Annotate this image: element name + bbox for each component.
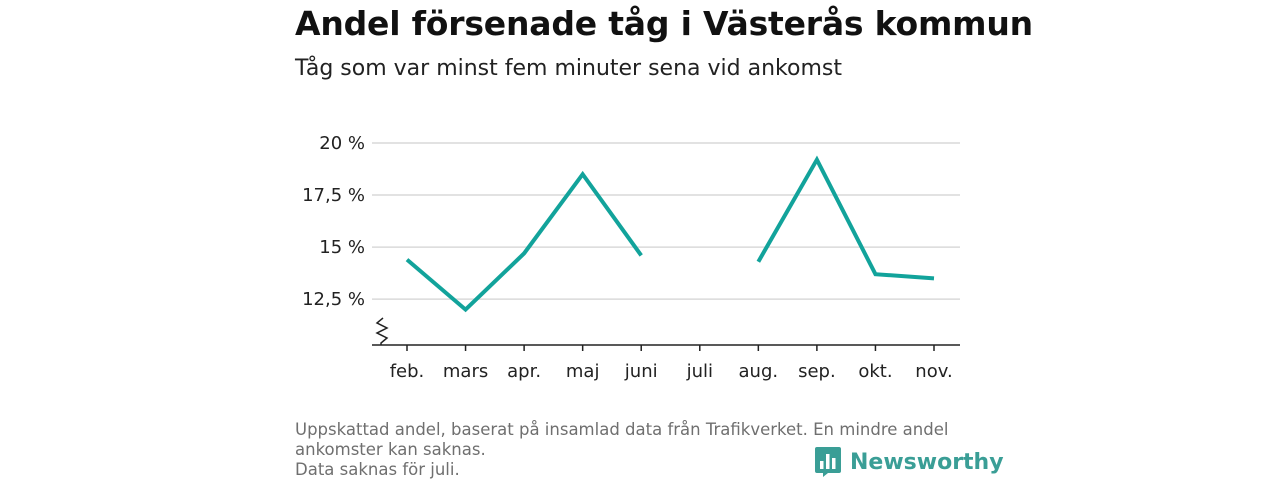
x-tick-label: apr. <box>507 361 541 382</box>
series-line-segment <box>405 170 643 313</box>
footnote: Uppskattad andel, baserat på insamlad da… <box>295 420 985 480</box>
x-tick-label: juni <box>624 361 658 382</box>
x-axis-ticks: feb. mars apr. maj juni juli aug. sep. okt. nov. <box>390 345 953 382</box>
x-tick-label: mars <box>443 361 488 382</box>
chart-title: Andel försenade tåg i Västerås kommun <box>295 4 1033 43</box>
x-tick-label: maj <box>566 361 600 382</box>
x-tick-label: sep. <box>798 361 836 382</box>
series-lines <box>405 155 935 313</box>
series-line-segment <box>756 155 935 281</box>
x-tick-label: nov. <box>915 361 952 382</box>
axis-break-icon <box>375 317 389 345</box>
chart-subtitle: Tåg som var minst fem minuter sena vid a… <box>295 56 842 81</box>
gridlines <box>372 142 960 300</box>
x-tick-label: juli <box>686 361 713 382</box>
x-tick-label: feb. <box>390 361 425 382</box>
footnote-line: Data saknas för juli. <box>295 460 460 479</box>
x-tick-label: okt. <box>858 361 892 382</box>
footnote-line: Uppskattad andel, baserat på insamlad da… <box>295 420 949 439</box>
x-tick-label: aug. <box>739 361 779 382</box>
y-tick-label: 17,5 % <box>302 185 365 206</box>
brand-logo: Newsworthy <box>814 446 1004 478</box>
y-tick-label: 12,5 % <box>302 289 365 310</box>
y-tick-label: 20 % <box>319 133 365 154</box>
footnote-line: ankomster kan saknas. <box>295 440 486 459</box>
y-tick-label: 15 % <box>319 237 365 258</box>
newsworthy-logo-icon <box>815 447 841 477</box>
brand-name: Newsworthy <box>850 449 1004 475</box>
x-axis <box>372 317 960 346</box>
y-axis-ticks: 12,5 % 15 % 17,5 % 20 % <box>302 133 365 310</box>
